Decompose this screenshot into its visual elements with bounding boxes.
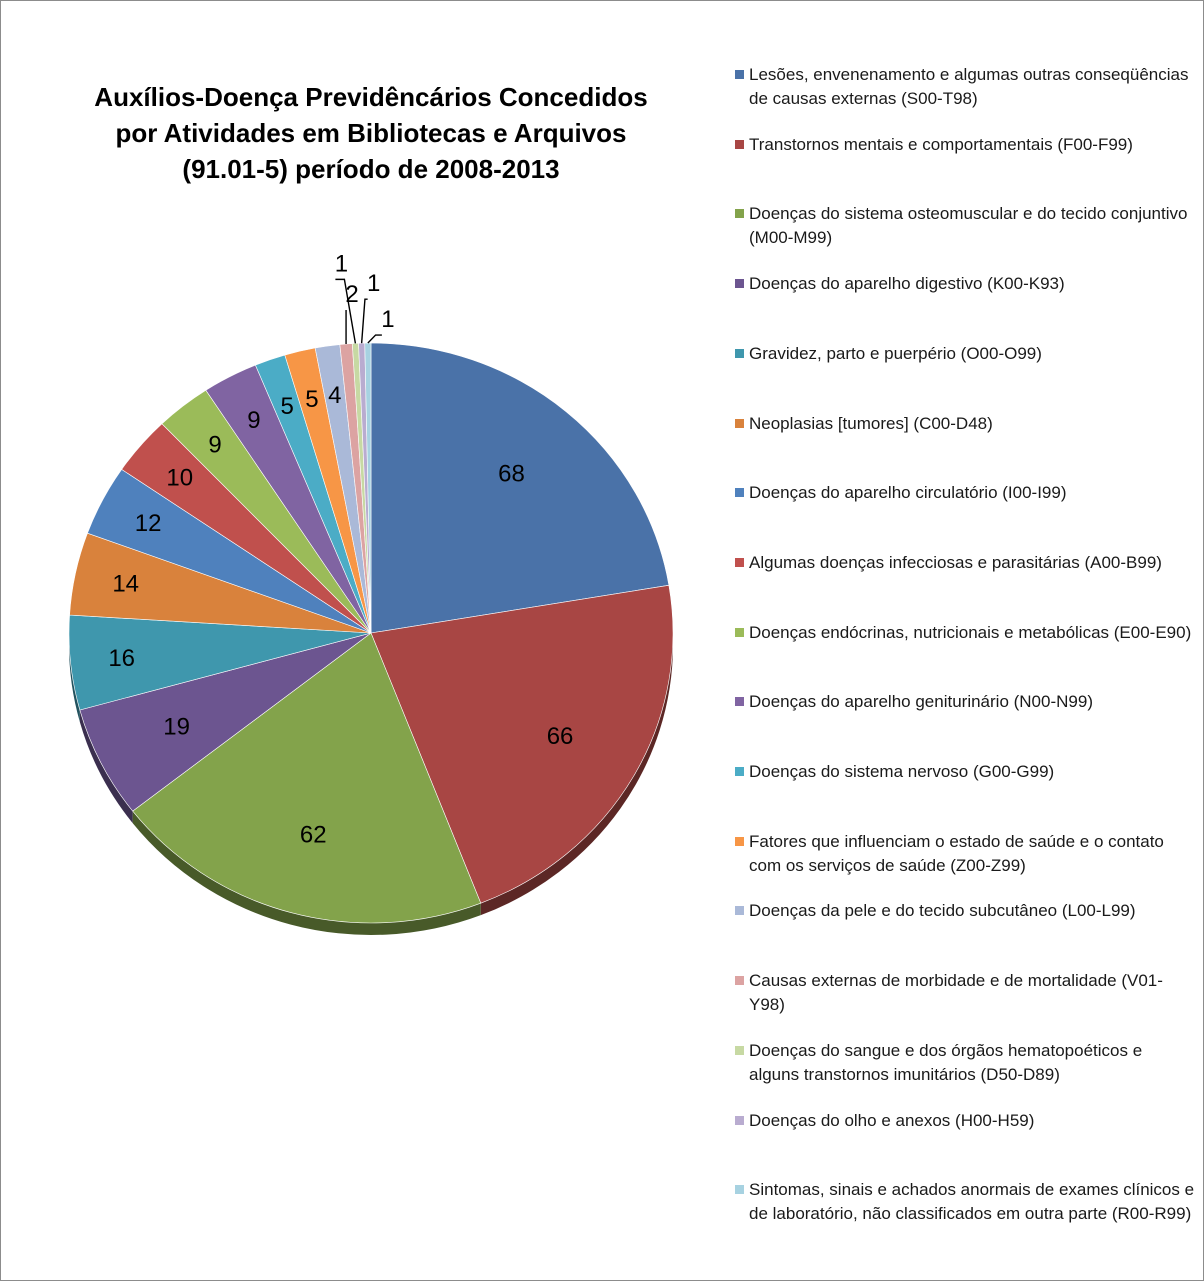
pie-slice-2	[370, 584, 674, 904]
data-label-9: 9	[208, 432, 221, 459]
legend-label: Doenças da pele e do tecido subcutâneo (…	[749, 901, 1136, 920]
legend-swatch	[735, 767, 744, 776]
data-label-10: 9	[247, 407, 260, 434]
leader-line-16	[360, 298, 368, 344]
legend-swatch	[735, 558, 744, 567]
legend-label: Neoplasias [tumores] (C00-D48)	[749, 414, 993, 433]
legend-label: Fatores que influenciam o estado de saúd…	[749, 832, 1164, 875]
legend-label: Transtornos mentais e comportamentais (F…	[749, 135, 1133, 154]
legend-label: Causas externas de morbidade e de mortal…	[749, 971, 1163, 1014]
legend-label: Algumas doenças infecciosas e parasitári…	[749, 553, 1162, 572]
legend-swatch	[735, 209, 744, 218]
data-label-13: 4	[328, 382, 341, 409]
legend-swatch	[735, 488, 744, 497]
legend-swatch	[735, 70, 744, 79]
pie-side-5	[69, 633, 80, 722]
chart-title: Auxílios-Doença Previdêncários Concedido…	[41, 79, 701, 187]
legend-swatch	[735, 628, 744, 637]
data-label-7: 12	[135, 510, 162, 537]
legend-swatch	[735, 906, 744, 915]
legend-label: Lesões, envenenamento e algumas outras c…	[749, 65, 1189, 108]
legend-label: Doenças do sistema nervoso (G00-G99)	[749, 762, 1055, 781]
chart-title-line-3: (91.01-5) período de 2008-2013	[182, 154, 560, 184]
legend-swatch	[735, 140, 744, 149]
data-label-6: 14	[112, 571, 139, 598]
data-label-3: 62	[300, 821, 327, 848]
legend-label: Doenças do aparelho geniturinário (N00-N…	[749, 692, 1093, 711]
legend-swatch	[735, 837, 744, 846]
chart-title-line-2: por Atividades em Bibliotecas e Arquivos	[115, 118, 627, 148]
legend-label: Doenças do sistema osteomuscular e do te…	[749, 204, 1188, 247]
data-label-1: 68	[498, 461, 525, 488]
pie-side-4	[79, 709, 133, 824]
legend-label: Doenças do aparelho circulatório (I00-I9…	[749, 483, 1067, 502]
legend-label: Doenças do olho e anexos (H00-H59)	[749, 1111, 1035, 1130]
pie-slice-4	[79, 632, 372, 812]
data-label-4: 19	[163, 714, 190, 741]
data-label-5: 16	[108, 645, 135, 672]
leader-line-15	[335, 278, 357, 344]
data-label-11: 5	[280, 393, 293, 420]
pie-slice-3	[132, 632, 482, 924]
legend-swatch	[735, 349, 744, 358]
legend-swatch	[735, 279, 744, 288]
data-label-17: 1	[381, 306, 394, 333]
legend-label: Doenças do aparelho digestivo (K00-K93)	[749, 274, 1065, 293]
legend-label: Sintomas, sinais e achados anormais de e…	[749, 1180, 1195, 1223]
legend-swatch	[735, 1116, 744, 1125]
legend-label: Doenças do sangue e dos órgãos hematopoé…	[749, 1041, 1143, 1084]
legend-label: Gravidez, parto e puerpério (O00-O99)	[749, 344, 1042, 363]
data-label-8: 10	[166, 464, 193, 491]
data-label-16: 1	[367, 270, 380, 297]
data-label-15: 1	[335, 250, 348, 277]
legend-swatch	[735, 1185, 744, 1194]
legend-swatch	[735, 419, 744, 428]
chart-title-line-1: Auxílios-Doença Previdêncários Concedido…	[94, 82, 648, 112]
legend-swatch	[735, 697, 744, 706]
legend-label: Doenças endócrinas, nutricionais e metab…	[749, 623, 1192, 642]
legend-swatch	[735, 1046, 744, 1055]
pie-side-3	[132, 811, 481, 936]
leader-line-17	[367, 334, 382, 344]
pie-slice-1	[370, 342, 670, 634]
legend-swatch	[735, 976, 744, 985]
data-label-2: 66	[547, 723, 574, 750]
data-label-12: 5	[305, 386, 318, 413]
